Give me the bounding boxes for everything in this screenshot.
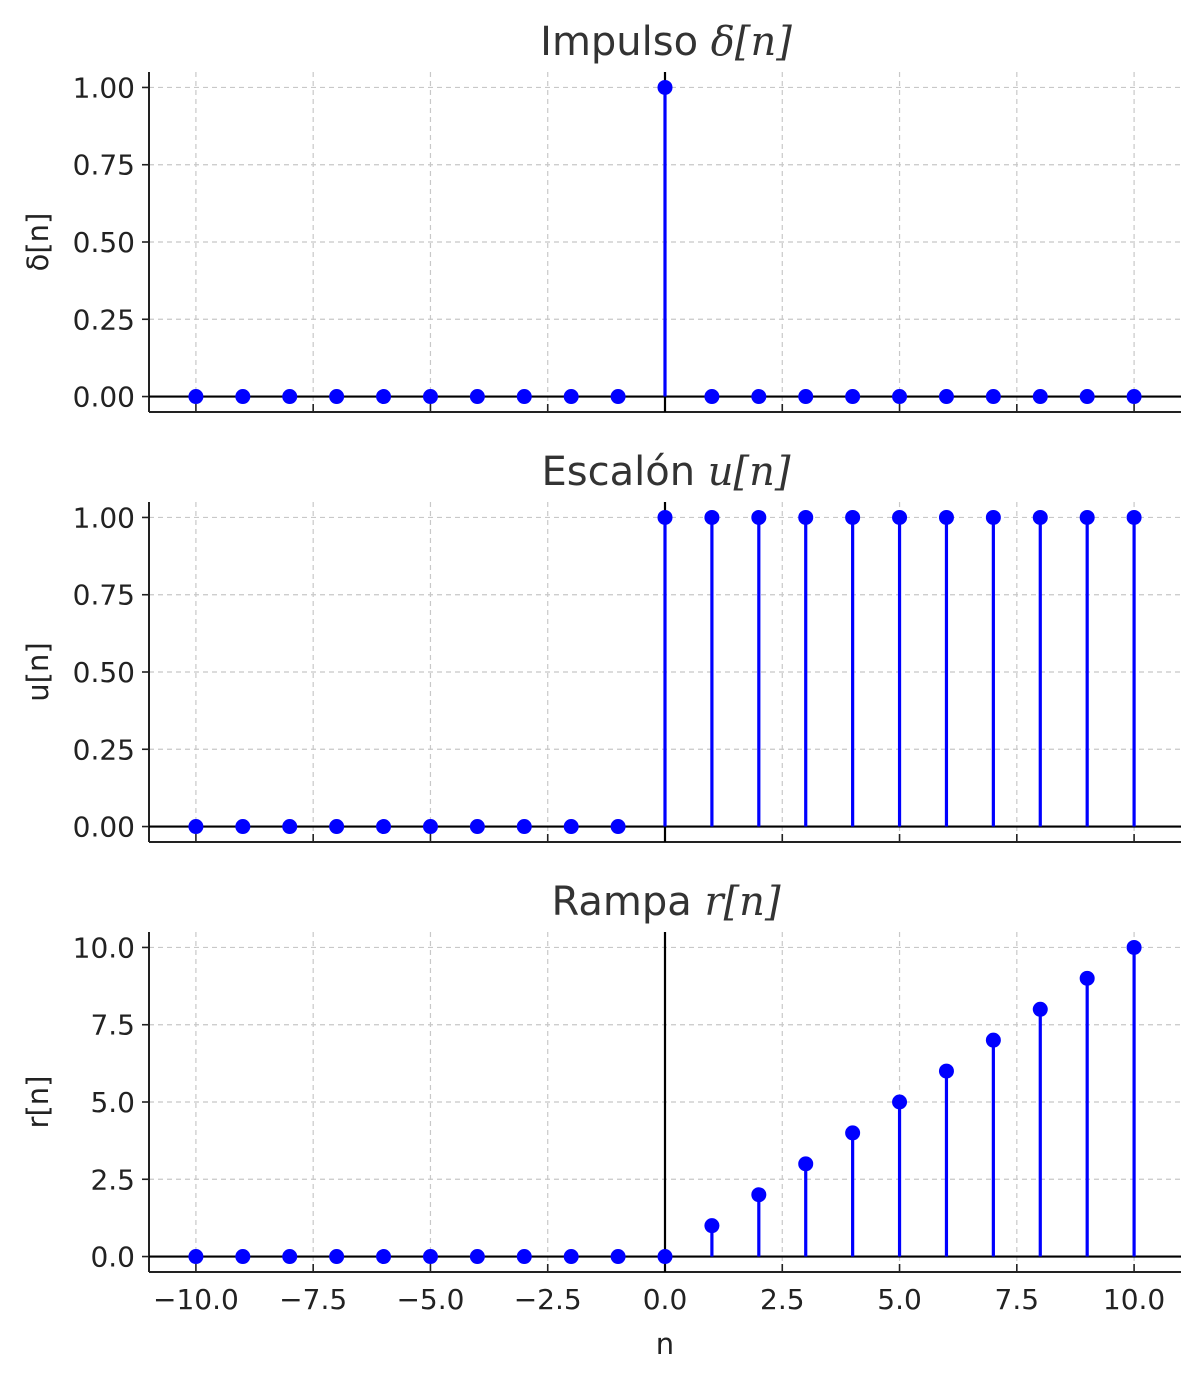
stem-marker [1032,1001,1048,1017]
panel-title: Escalón u[n] [541,449,790,495]
stem-marker [469,819,485,835]
stem-marker [751,509,767,525]
stem-marker [516,819,532,835]
y-tick-label: 2.5 [90,1163,135,1196]
stem-marker [563,1249,579,1265]
panel-title: Impulso δ[n] [540,19,792,65]
panel-title: Rampa r[n] [551,879,781,925]
y-tick-label: 0.50 [73,656,135,689]
stem-marker [798,1156,814,1172]
stem-marker [282,819,298,835]
stem-marker [610,389,626,405]
stem-marker [610,819,626,835]
stem-marker [376,819,392,835]
stem-marker [188,389,204,405]
y-tick-label: 7.5 [90,1009,135,1042]
stem-marker [751,1187,767,1203]
stem-marker [845,509,861,525]
stem-marker [938,509,954,525]
y-axis-label: δ[n] [21,213,55,272]
stem-marker [1032,389,1048,405]
stem-marker [469,1249,485,1265]
x-tick-label: 2.5 [760,1283,805,1316]
stem-marker [188,1249,204,1265]
x-tick-label: 10.0 [1103,1283,1165,1316]
stem-marker [938,389,954,405]
stem-marker [376,389,392,405]
stem-marker [1032,509,1048,525]
stem-marker [1079,389,1095,405]
y-axis-label: r[n] [21,1076,55,1129]
stem-marker [1126,509,1142,525]
y-axis-label: u[n] [21,642,55,701]
stem-marker [798,509,814,525]
panel-3: −10.0 −7.5 −5.0 −2.5 0.0 2.5 5.0 7.5 10.0 0.0 2.5 5… [21,879,1181,1361]
stem-marker [892,389,908,405]
stem-marker [985,389,1001,405]
y-tick-label: 1.00 [73,71,135,104]
x-tick-label: −10.0 [153,1283,239,1316]
stem-marker [422,1249,438,1265]
y-tick-label: 10.0 [73,931,135,964]
stem-marker [845,389,861,405]
y-tick-label: 0.50 [73,226,135,259]
stem-marker [1126,939,1142,955]
x-tick-label: −5.0 [396,1283,464,1316]
stem-marker [235,819,251,835]
y-tick-label: 5.0 [90,1086,135,1119]
y-tick-label: 0.0 [90,1241,135,1274]
x-tick-label: 0.0 [643,1283,688,1316]
stem-marker [798,389,814,405]
x-tick-label: −2.5 [514,1283,582,1316]
stem-marker [1126,389,1142,405]
x-tick-label: −7.5 [279,1283,347,1316]
stem-marker [469,389,485,405]
stem-marker [751,389,767,405]
stem-marker [657,1249,673,1265]
stem-marker [657,509,673,525]
y-tick-label: 0.75 [73,579,135,612]
stem-marker [985,1032,1001,1048]
stem-marker [938,1063,954,1079]
stem-marker [985,509,1001,525]
stem-marker [422,389,438,405]
stem-marker [704,1218,720,1234]
y-tick-label: 0.00 [73,811,135,844]
y-tick-label: 0.25 [73,303,135,336]
stem-marker [892,509,908,525]
stem-marker [282,1249,298,1265]
stem-marker [610,1249,626,1265]
x-tick-label: 7.5 [995,1283,1040,1316]
stem-marker [563,389,579,405]
stem-marker [1079,509,1095,525]
y-tick-label: 1.00 [73,501,135,534]
panel-1: 0.00 0.25 0.50 0.75 1.00 Impulso δ[n] δ[n] [21,19,1181,414]
stem-marker [376,1249,392,1265]
stem-marker [188,819,204,835]
stem-marker [516,389,532,405]
stem-marker [704,389,720,405]
stem-marker [845,1125,861,1141]
stem-marker [329,389,345,405]
stem-marker [516,1249,532,1265]
y-tick-label: 0.75 [73,149,135,182]
stem-marker [329,1249,345,1265]
y-tick-label: 0.00 [73,381,135,414]
stem-marker [329,819,345,835]
x-axis-label: n [656,1327,674,1361]
stem-marker [282,389,298,405]
stem-marker [1079,970,1095,986]
x-tick-label: 5.0 [877,1283,922,1316]
stem-marker [563,819,579,835]
stem-marker [892,1094,908,1110]
stem-marker [235,389,251,405]
stem-marker [704,509,720,525]
stem-marker [422,819,438,835]
stem-marker [235,1249,251,1265]
panel-2: 0.00 0.25 0.50 0.75 1.00 Escalón u[n] u[n] [21,449,1181,844]
stem-marker [657,79,673,95]
y-tick-label: 0.25 [73,733,135,766]
